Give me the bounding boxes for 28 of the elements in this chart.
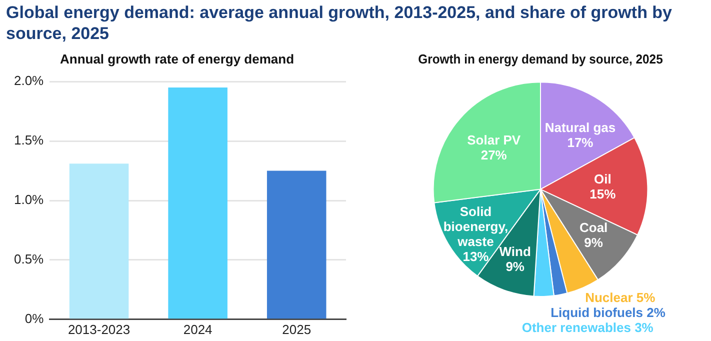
data-label: 17% (567, 135, 594, 150)
chart-subtitle: Annual growth rate of energy demand (60, 51, 294, 66)
data-label: 9% (506, 258, 525, 274)
x-tick-label: 2013-2023 (68, 322, 130, 337)
data-label: 15% (590, 186, 616, 202)
bar (266, 170, 326, 319)
slice-label: Liquid biofuels 2% (550, 305, 666, 320)
y-tick-label: 0.5% (14, 252, 44, 267)
slice-label: Other renewables 3% (522, 320, 654, 336)
x-tick-label: 2025 (282, 322, 312, 337)
slice-label: Oil (594, 171, 612, 186)
data-label: 27% (480, 147, 508, 162)
bar (168, 88, 228, 319)
chart-title: Global energy demand: average annual growth, 2013-2025, and share of growth by source, 2025 (6, 2, 674, 44)
slice-label: Natural gas (544, 120, 616, 136)
slice-label: Nuclear 5% (585, 290, 656, 306)
chart-title: Growth in energy demand by source, 2025 (418, 52, 663, 66)
y-tick-label: 1.0% (14, 192, 44, 208)
y-tick-label: 1.5% (14, 132, 44, 148)
y-tick-label: 0% (24, 310, 44, 326)
y-tick-label: 2.0% (14, 73, 44, 88)
slice-label: Solar PV (467, 132, 521, 148)
x-tick-label: 2024 (183, 322, 212, 337)
slice-label: Wind (499, 244, 531, 259)
data-label: 9% (584, 235, 604, 250)
slice-label: Coal (579, 220, 608, 236)
data-label: 13% (462, 249, 490, 264)
bar (69, 164, 129, 319)
